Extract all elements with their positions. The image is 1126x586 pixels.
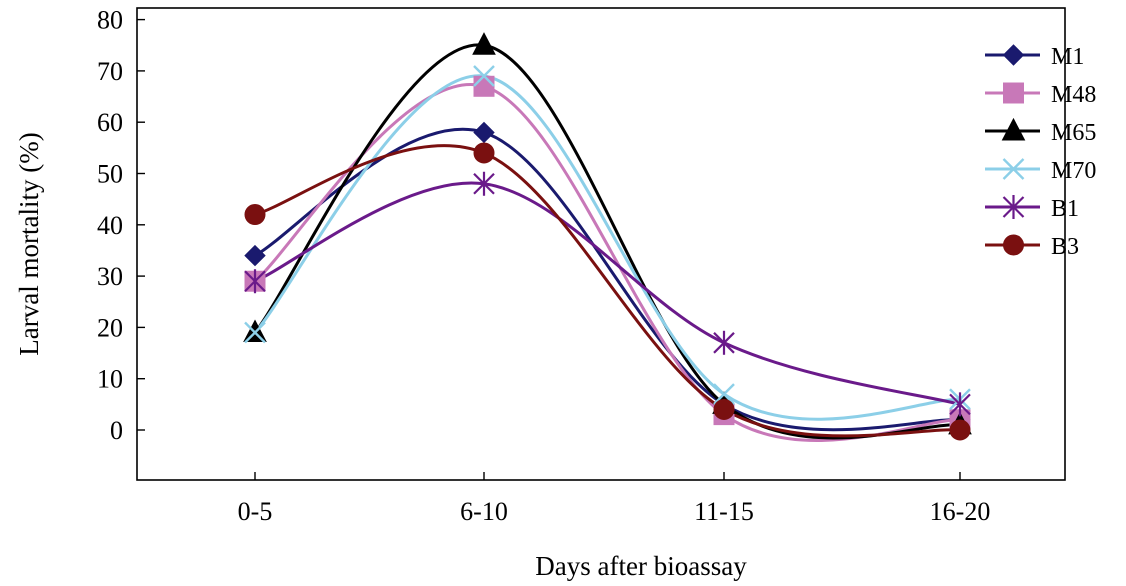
series-line-b3	[253, 144, 962, 438]
legend-marker	[1003, 82, 1024, 104]
legend-label: M48	[1051, 82, 1096, 108]
data-point-b1	[473, 171, 495, 196]
legend-label: B3	[1051, 234, 1079, 260]
y-tick-label: 20	[97, 313, 123, 342]
y-axis-title: Larval mortality (%)	[14, 132, 44, 355]
legend-item-b1: B1	[985, 195, 1079, 222]
data-point-b3	[244, 204, 266, 226]
legend-marker	[1002, 195, 1025, 219]
y-tick-label: 30	[97, 262, 123, 291]
plot-area	[136, 7, 1066, 481]
data-point-m48	[473, 75, 495, 97]
legend-label: M70	[1051, 158, 1096, 184]
plot-border	[136, 7, 1066, 481]
legend-marker	[1001, 117, 1026, 141]
legend-marker	[1002, 158, 1025, 180]
data-point-b3	[949, 419, 971, 441]
x-tick-label: 11-15	[694, 497, 754, 526]
x-tick-label: 0-5	[238, 497, 273, 526]
legend-item-m48: M48	[985, 82, 1096, 108]
legend-item-m65: M65	[985, 117, 1096, 146]
legend-marker	[1002, 44, 1025, 66]
y-tick-label: 50	[97, 160, 123, 189]
y-tick-label: 10	[97, 365, 123, 394]
data-point-b3	[713, 398, 735, 420]
legend-label: M1	[1051, 44, 1084, 70]
x-tick-label: 16-20	[930, 497, 991, 526]
data-point-m70	[713, 383, 735, 405]
y-tick-label: 40	[97, 211, 123, 240]
data-point-m70	[473, 65, 495, 87]
x-tick-label: 6-10	[460, 497, 508, 526]
data-point-m70	[244, 321, 266, 344]
series-markers	[243, 32, 972, 441]
series-line-m48	[253, 82, 962, 443]
y-tick-label: 80	[97, 6, 123, 35]
legend-item-m70: M70	[985, 158, 1096, 184]
x-axis-ticks: 0-5 6-10 11-15 16-20	[238, 472, 991, 526]
data-point-m1	[473, 121, 495, 144]
data-point-b1	[949, 392, 971, 417]
data-point-b1	[713, 330, 735, 355]
data-point-m65	[472, 32, 496, 55]
series-line-b1	[253, 181, 962, 406]
series-lines	[253, 43, 962, 443]
data-point-b1	[244, 269, 266, 294]
legend-marker	[1003, 234, 1024, 256]
data-point-m1	[244, 244, 266, 267]
legend-label: B1	[1051, 196, 1079, 222]
y-axis-ticks: 0 10 20 30 40 50 60 70 80	[97, 6, 145, 445]
series-line-m65	[253, 43, 962, 440]
legend-item-b3: B3	[985, 234, 1079, 260]
series-line-m70	[253, 74, 962, 421]
y-tick-label: 0	[110, 416, 123, 445]
legend-label: M65	[1051, 120, 1096, 146]
data-point-b3	[473, 142, 495, 164]
legend: M1 M48 M65 M70 B1 B3	[985, 44, 1096, 260]
legend-item-m1: M1	[985, 44, 1084, 70]
y-tick-label: 70	[97, 57, 123, 86]
y-tick-label: 60	[97, 108, 123, 137]
x-axis-title: Days after bioassay	[535, 551, 747, 581]
